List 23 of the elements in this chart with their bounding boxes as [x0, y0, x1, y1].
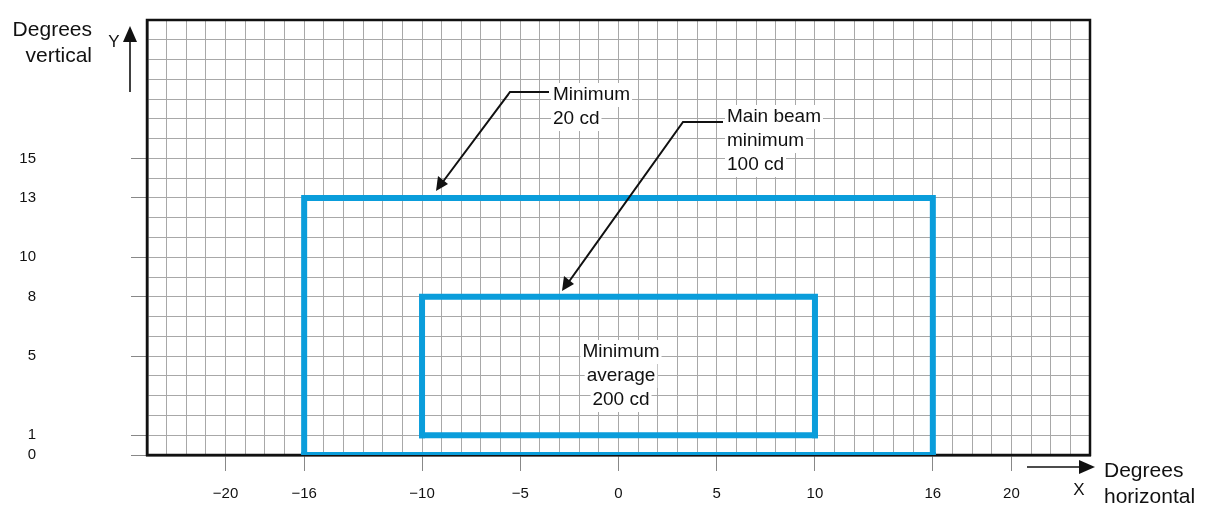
annotation: Main beam minimum 100 cd	[727, 105, 821, 175]
x-tick-label: 5	[712, 484, 721, 502]
y-axis-title: Degrees vertical	[12, 16, 92, 66]
x-tick-label: 20	[1003, 484, 1020, 502]
y-tick-label: 0	[27, 445, 36, 463]
y-tick-label: 8	[27, 286, 36, 304]
text: X	[1073, 479, 1085, 499]
x-tick-label: −10	[409, 484, 435, 502]
y-tick-label: 1	[27, 425, 36, 443]
annotation: Minimum 20 cd	[553, 83, 631, 129]
y-tick-label: 10	[19, 247, 36, 265]
y-tick-label: 15	[19, 148, 36, 166]
y-tick-label: 13	[19, 188, 36, 206]
annotation: Minimum average 200 cd	[582, 340, 660, 410]
x-tick-label: 0	[614, 484, 623, 502]
x-tick-label: 10	[806, 484, 824, 502]
x-tick-label: 16	[924, 484, 942, 502]
x-tick-label: −16	[291, 484, 317, 502]
text: Y	[108, 31, 120, 51]
x-axis-title: Degrees horizontal	[1104, 457, 1196, 507]
y-tick-label: 5	[27, 346, 36, 364]
x-tick-label: −20	[212, 484, 239, 502]
x-tick-label: −5	[511, 484, 529, 502]
